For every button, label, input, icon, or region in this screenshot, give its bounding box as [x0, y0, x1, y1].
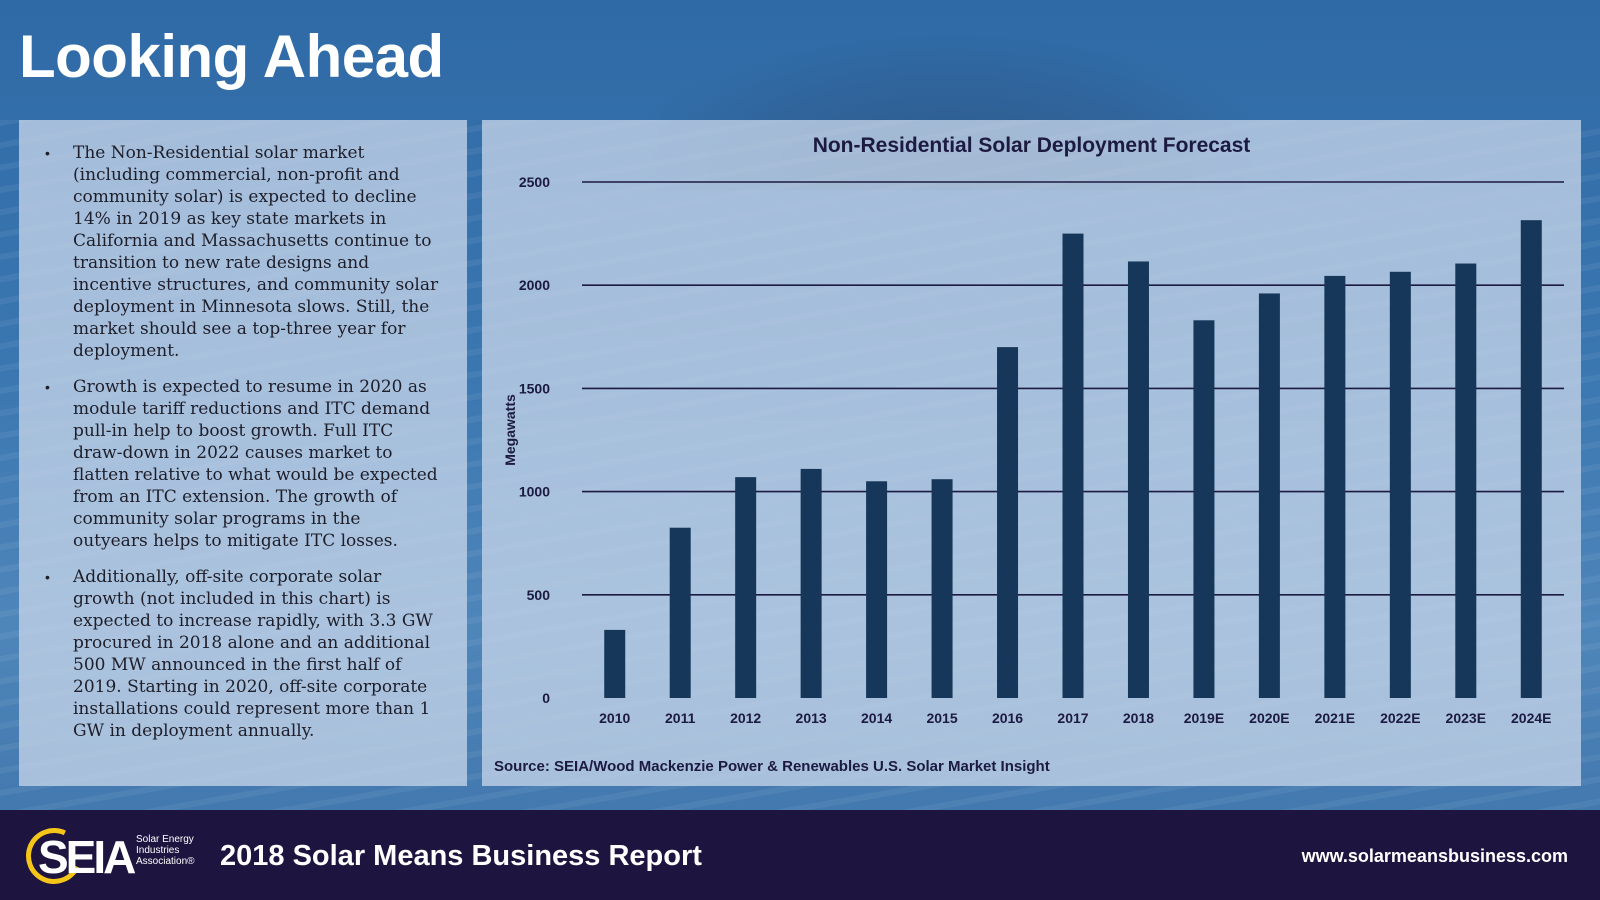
chart-title: Non-Residential Solar Deployment Forecas…: [812, 134, 1251, 157]
x-tick-label: 2012: [730, 710, 761, 726]
bullet-text: The Non-Residential solar market (includ…: [73, 143, 439, 361]
bar: [1062, 233, 1084, 698]
logo-wordmark: SEIA: [38, 831, 136, 883]
bullet-marker: •: [45, 569, 50, 585]
bullet-item: • The Non-Residential solar market (inclu…: [45, 142, 439, 362]
chart-panel: Non-Residential Solar Deployment Forecas…: [482, 120, 1581, 786]
y-tick-label: 0: [542, 690, 550, 706]
bar: [800, 468, 822, 698]
bar: [1258, 293, 1280, 698]
x-tick-label: 2015: [926, 710, 957, 726]
bar-chart: 0 500 1000 1500 2000 2500 2010 2011 2012 2013 2014…: [502, 174, 1564, 726]
bar: [1389, 271, 1411, 698]
bullet-item: • Additionally, off-site corporate solar …: [45, 566, 439, 742]
footer-bar: SEIA Solar Energy Industries Association…: [0, 810, 1600, 900]
bullet-list: • The Non-Residential solar market (inclu…: [45, 142, 439, 742]
footer-report-title: 2018 Solar Means Business Report: [220, 840, 702, 872]
bullet-marker: •: [45, 145, 50, 161]
text-panel: • The Non-Residential solar market (inclu…: [19, 120, 467, 786]
y-tick-label: 2500: [519, 174, 550, 190]
logo-subtitle: Solar Energy Industries Association®: [136, 834, 195, 867]
bar: [997, 347, 1019, 698]
seia-logo: SEIA Solar Energy Industries Association…: [18, 820, 202, 892]
bar: [931, 479, 953, 698]
x-tick-label: 2022E: [1380, 710, 1420, 726]
y-axis-label: Megawatts: [502, 394, 518, 466]
bullet-marker: •: [45, 379, 50, 395]
x-tick-label: 2010: [599, 710, 630, 726]
x-tick-label: 2018: [1123, 710, 1154, 726]
x-tick-label: 2024E: [1511, 710, 1551, 726]
page-title: Looking Ahead: [19, 23, 444, 90]
x-tick-label: 2013: [796, 710, 827, 726]
y-tick-label: 1000: [519, 484, 550, 500]
x-tick-label: 2020E: [1249, 710, 1289, 726]
x-tick-label: 2014: [861, 710, 892, 726]
x-tick-label: 2023E: [1446, 710, 1486, 726]
bar: [1324, 275, 1346, 698]
chart-source: Source: SEIA/Wood Mackenzie Power & Rene…: [494, 758, 1050, 775]
y-tick-label: 2000: [519, 277, 550, 293]
bar: [1455, 263, 1477, 698]
bar: [1127, 261, 1149, 698]
x-tick-label: 2017: [1057, 710, 1088, 726]
bar: [866, 481, 888, 698]
bullet-text: Additionally, off-site corporate solar g…: [73, 567, 433, 741]
x-tick-label: 2019E: [1184, 710, 1224, 726]
x-tick-label: 2011: [665, 710, 696, 726]
bar: [604, 629, 626, 698]
bar: [1193, 320, 1215, 698]
y-tick-label: 1500: [519, 380, 550, 396]
bar: [1520, 220, 1542, 698]
bullet-text: Growth is expected to resume in 2020 as …: [73, 377, 438, 551]
footer-url[interactable]: www.solarmeansbusiness.com: [1301, 846, 1568, 866]
x-tick-label: 2021E: [1315, 710, 1355, 726]
bar: [669, 527, 691, 698]
y-tick-label: 500: [527, 587, 551, 603]
bar: [735, 477, 757, 698]
x-tick-label: 2016: [992, 710, 1023, 726]
bullet-item: • Growth is expected to resume in 2020 as…: [45, 376, 439, 552]
